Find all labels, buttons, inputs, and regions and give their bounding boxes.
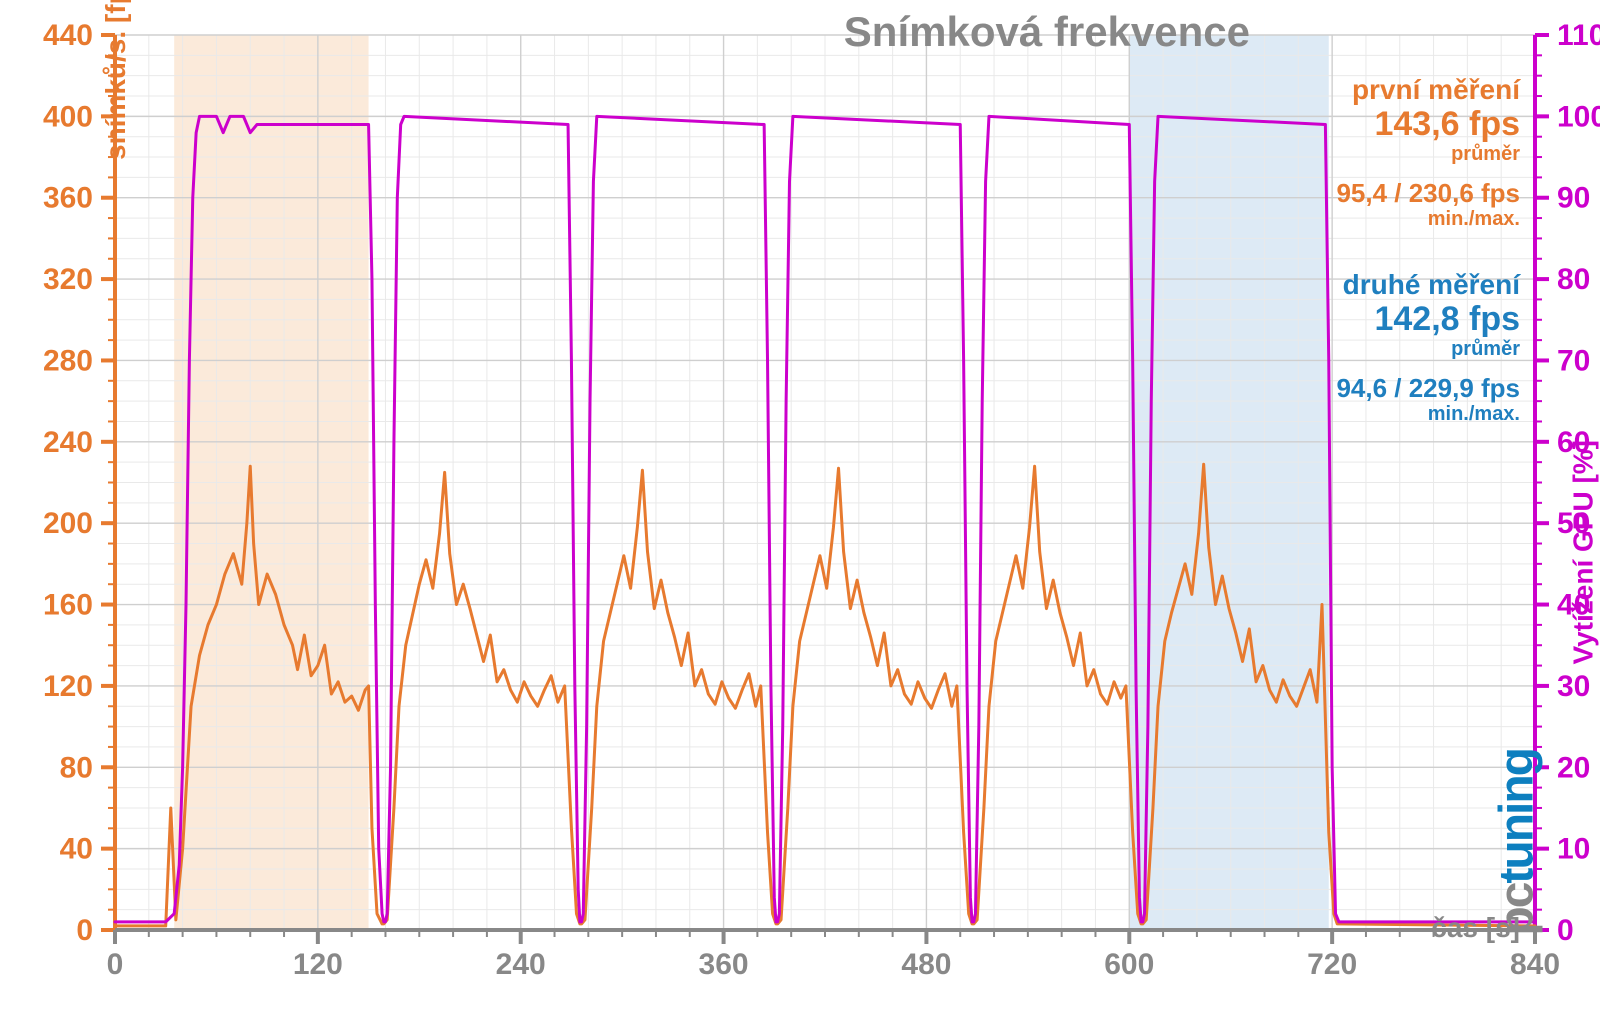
stats-second-minmax: 94,6 / 229,9 fps	[1336, 374, 1520, 403]
y-right-axis-label: Vytížení GPU [%]	[1568, 440, 1600, 665]
svg-text:320: 320	[43, 263, 93, 296]
chart-title: Snímková frekvence	[844, 8, 1250, 56]
frame-rate-chart: 0 40 80 120 160 200 240 280 320 360 400 440 0 10 20 30 4…	[0, 0, 1600, 1009]
stats-first-minmax: 95,4 / 230,6 fps	[1336, 179, 1520, 208]
svg-text:30: 30	[1557, 670, 1590, 703]
x-axis-label: čas [s]	[1431, 912, 1520, 944]
svg-text:160: 160	[43, 589, 93, 622]
svg-text:70: 70	[1557, 344, 1590, 377]
svg-text:120: 120	[43, 670, 93, 703]
svg-text:240: 240	[496, 948, 546, 981]
stats-first-avg: 143,6 fps	[1336, 106, 1520, 143]
y-left-axis-label: snímků/s. [fps]	[100, 0, 132, 160]
stats-first-minmax-label: min./max.	[1336, 208, 1520, 230]
stats-second-avg: 142,8 fps	[1336, 301, 1520, 338]
svg-text:840: 840	[1510, 948, 1560, 981]
svg-text:440: 440	[43, 19, 93, 52]
svg-text:480: 480	[901, 948, 951, 981]
svg-text:0: 0	[107, 948, 124, 981]
stats-second-minmax-label: min./max.	[1336, 403, 1520, 425]
stats-second-measurement: druhé měření 142,8 fps průměr 94,6 / 229…	[1336, 270, 1520, 425]
stats-first-header: první měření	[1336, 75, 1520, 106]
svg-text:360: 360	[699, 948, 749, 981]
svg-text:80: 80	[1557, 263, 1590, 296]
svg-text:400: 400	[43, 100, 93, 133]
svg-text:10: 10	[1557, 833, 1590, 866]
svg-text:40: 40	[60, 833, 93, 866]
svg-text:100: 100	[1557, 100, 1600, 133]
svg-text:240: 240	[43, 426, 93, 459]
svg-text:600: 600	[1104, 948, 1154, 981]
stats-second-avg-label: průměr	[1336, 338, 1520, 360]
svg-text:80: 80	[60, 751, 93, 784]
stats-first-measurement: první měření 143,6 fps průměr 95,4 / 230…	[1336, 75, 1520, 230]
svg-text:20: 20	[1557, 751, 1590, 784]
svg-text:90: 90	[1557, 182, 1590, 215]
svg-text:0: 0	[76, 914, 93, 947]
svg-text:110: 110	[1557, 19, 1600, 52]
stats-second-header: druhé měření	[1336, 270, 1520, 301]
stats-first-avg-label: průměr	[1336, 143, 1520, 165]
svg-text:280: 280	[43, 344, 93, 377]
svg-text:360: 360	[43, 182, 93, 215]
svg-text:720: 720	[1307, 948, 1357, 981]
svg-text:200: 200	[43, 507, 93, 540]
svg-text:120: 120	[293, 948, 343, 981]
svg-text:0: 0	[1557, 914, 1574, 947]
